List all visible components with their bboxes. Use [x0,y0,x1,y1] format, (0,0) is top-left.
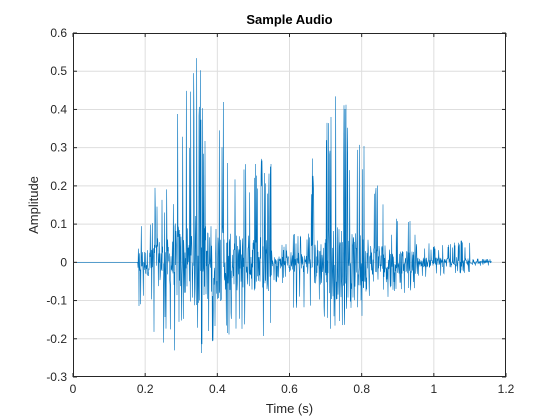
x-tick-label: 0.6 [281,382,298,396]
y-tick-label: 0.3 [50,141,67,155]
x-tick-label: 1.2 [498,382,515,396]
y-tick-label: 0 [60,255,67,269]
waveform-line [73,58,492,354]
x-tick-label: 0.4 [209,382,226,396]
y-tick-label: 0.1 [50,217,67,231]
y-tick-label: 0.4 [50,102,67,116]
y-tick-label: -0.3 [46,370,67,384]
x-tick-label: 1 [430,382,437,396]
y-tick-label: 0.6 [50,26,67,40]
x-tick-label: 0 [70,382,77,396]
y-axis-label: Amplitude [26,176,41,234]
y-tick-label: 0.5 [50,64,67,78]
y-tick-label: -0.2 [46,332,67,346]
chart-title: Sample Audio [246,12,332,27]
y-tick-label: -0.1 [46,294,67,308]
x-tick-label: 0.2 [137,382,154,396]
x-axis-label: Time (s) [266,401,313,416]
y-tick-label: 0.2 [50,179,67,193]
x-tick-label: 0.8 [353,382,370,396]
